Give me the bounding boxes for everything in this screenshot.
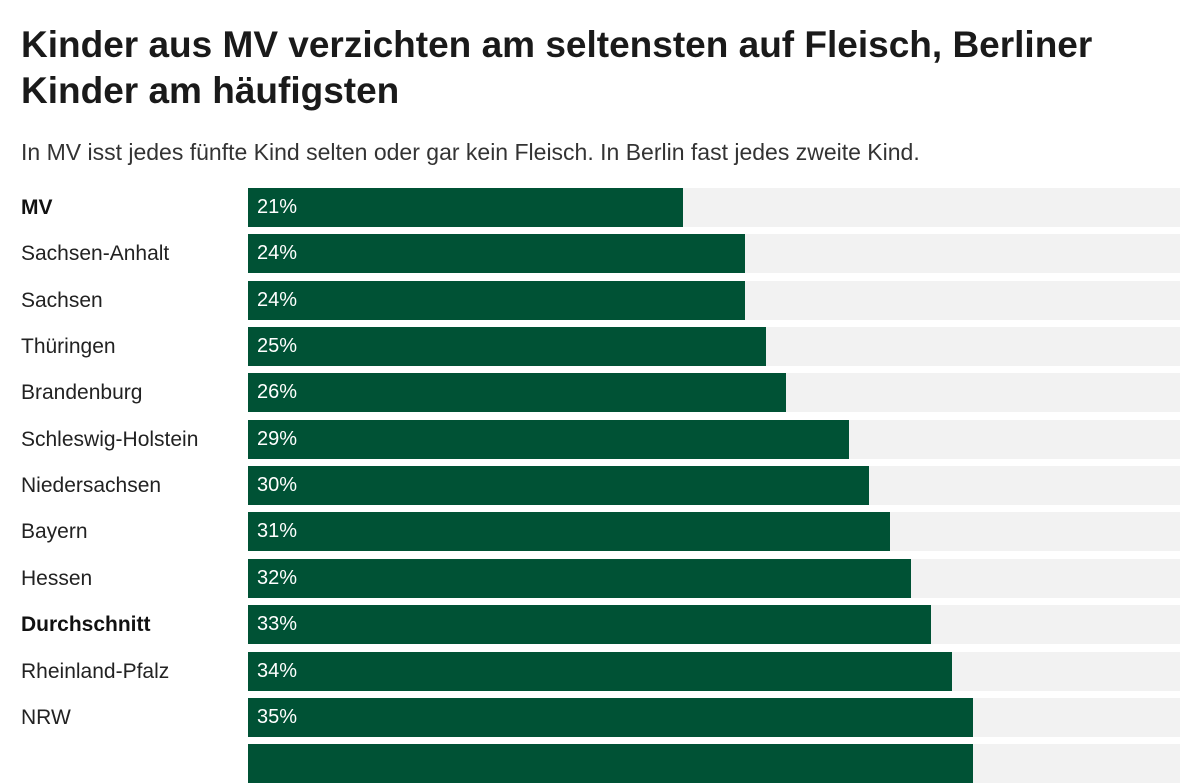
bar-track: 26% bbox=[248, 373, 1180, 412]
bar-track: 25% bbox=[248, 327, 1180, 366]
bar-track: 32% bbox=[248, 559, 1180, 598]
category-label: Niedersachsen bbox=[21, 474, 162, 497]
bar-track: 29% bbox=[248, 420, 1180, 459]
bar-row: Bayern 31% bbox=[0, 512, 1200, 551]
bar-row: Rheinland-Pfalz 34% bbox=[0, 652, 1200, 691]
bar: 21% bbox=[248, 188, 683, 227]
chart-title: Kinder aus MV verzichten am seltensten a… bbox=[21, 24, 1093, 111]
bar: 29% bbox=[248, 420, 849, 459]
chart-subtitle: In MV isst jedes fünfte Kind selten oder… bbox=[21, 139, 920, 165]
bar: 25% bbox=[248, 327, 766, 366]
bar-value-label: 32% bbox=[257, 567, 298, 589]
bar-row: Sachsen 24% bbox=[0, 281, 1200, 320]
bar-value-label: 31% bbox=[257, 520, 298, 542]
bar-row: Hessen 32% bbox=[0, 559, 1200, 598]
bar-row: Durchschnitt 33% bbox=[0, 605, 1200, 644]
bar-track: 24% bbox=[248, 281, 1180, 320]
bar-row: MV 21% bbox=[0, 188, 1200, 227]
bar-track: 31% bbox=[248, 512, 1180, 551]
bar-value-label: 24% bbox=[257, 289, 298, 311]
category-label: Rheinland-Pfalz bbox=[21, 660, 170, 683]
bar: 26% bbox=[248, 373, 786, 412]
category-label: Brandenburg bbox=[21, 381, 143, 404]
bar: 31% bbox=[248, 512, 890, 551]
bar-row: Sachsen-Anhalt 24% bbox=[0, 234, 1200, 273]
bar-value-label: 21% bbox=[257, 196, 298, 218]
bar: 33% bbox=[248, 605, 931, 644]
bar-track: 21% bbox=[248, 188, 1180, 227]
category-label: MV bbox=[21, 196, 53, 219]
category-label: NRW bbox=[21, 706, 71, 729]
category-label: Bayern bbox=[21, 520, 88, 543]
bar: 24% bbox=[248, 281, 745, 320]
bar-value-label: 35% bbox=[257, 706, 298, 728]
bar-chart: MV 21% Sachsen-Anhalt 24% Sachsen 24% Thüringe… bbox=[0, 188, 1200, 783]
bar-value-label: 33% bbox=[257, 613, 298, 635]
bar-track: 30% bbox=[248, 466, 1180, 505]
bar-row: Schleswig-Holstein 29% bbox=[0, 420, 1200, 459]
bar-value-label: 34% bbox=[257, 660, 298, 682]
bar-value-label: 30% bbox=[257, 474, 298, 496]
bar-value-label: 25% bbox=[257, 335, 298, 357]
bar: 30% bbox=[248, 466, 869, 505]
category-label: Durchschnitt bbox=[21, 613, 151, 636]
bar-row: NRW 35% bbox=[0, 698, 1200, 737]
bar-track: 34% bbox=[248, 652, 1180, 691]
bar-track: 35% bbox=[248, 698, 1180, 737]
bar: 35% bbox=[248, 698, 973, 737]
bar-value-label: 29% bbox=[257, 428, 298, 450]
bar-value-label: 26% bbox=[257, 381, 298, 403]
bar-track: 24% bbox=[248, 234, 1180, 273]
bar-row: Niedersachsen 30% bbox=[0, 466, 1200, 505]
category-label: Sachsen bbox=[21, 289, 103, 312]
bar-row: Brandenburg 26% bbox=[0, 373, 1200, 412]
category-label: Schleswig-Holstein bbox=[21, 428, 199, 451]
category-label: Sachsen-Anhalt bbox=[21, 242, 170, 265]
category-label: Hessen bbox=[21, 567, 93, 590]
bar-row: Thüringen 25% bbox=[0, 327, 1200, 366]
bar-value-label: 24% bbox=[257, 242, 298, 264]
bar: 34% bbox=[248, 652, 952, 691]
category-label: Thüringen bbox=[21, 335, 116, 358]
bar-track: 33% bbox=[248, 605, 1180, 644]
bar: 24% bbox=[248, 234, 745, 273]
bar: 32% bbox=[248, 559, 911, 598]
